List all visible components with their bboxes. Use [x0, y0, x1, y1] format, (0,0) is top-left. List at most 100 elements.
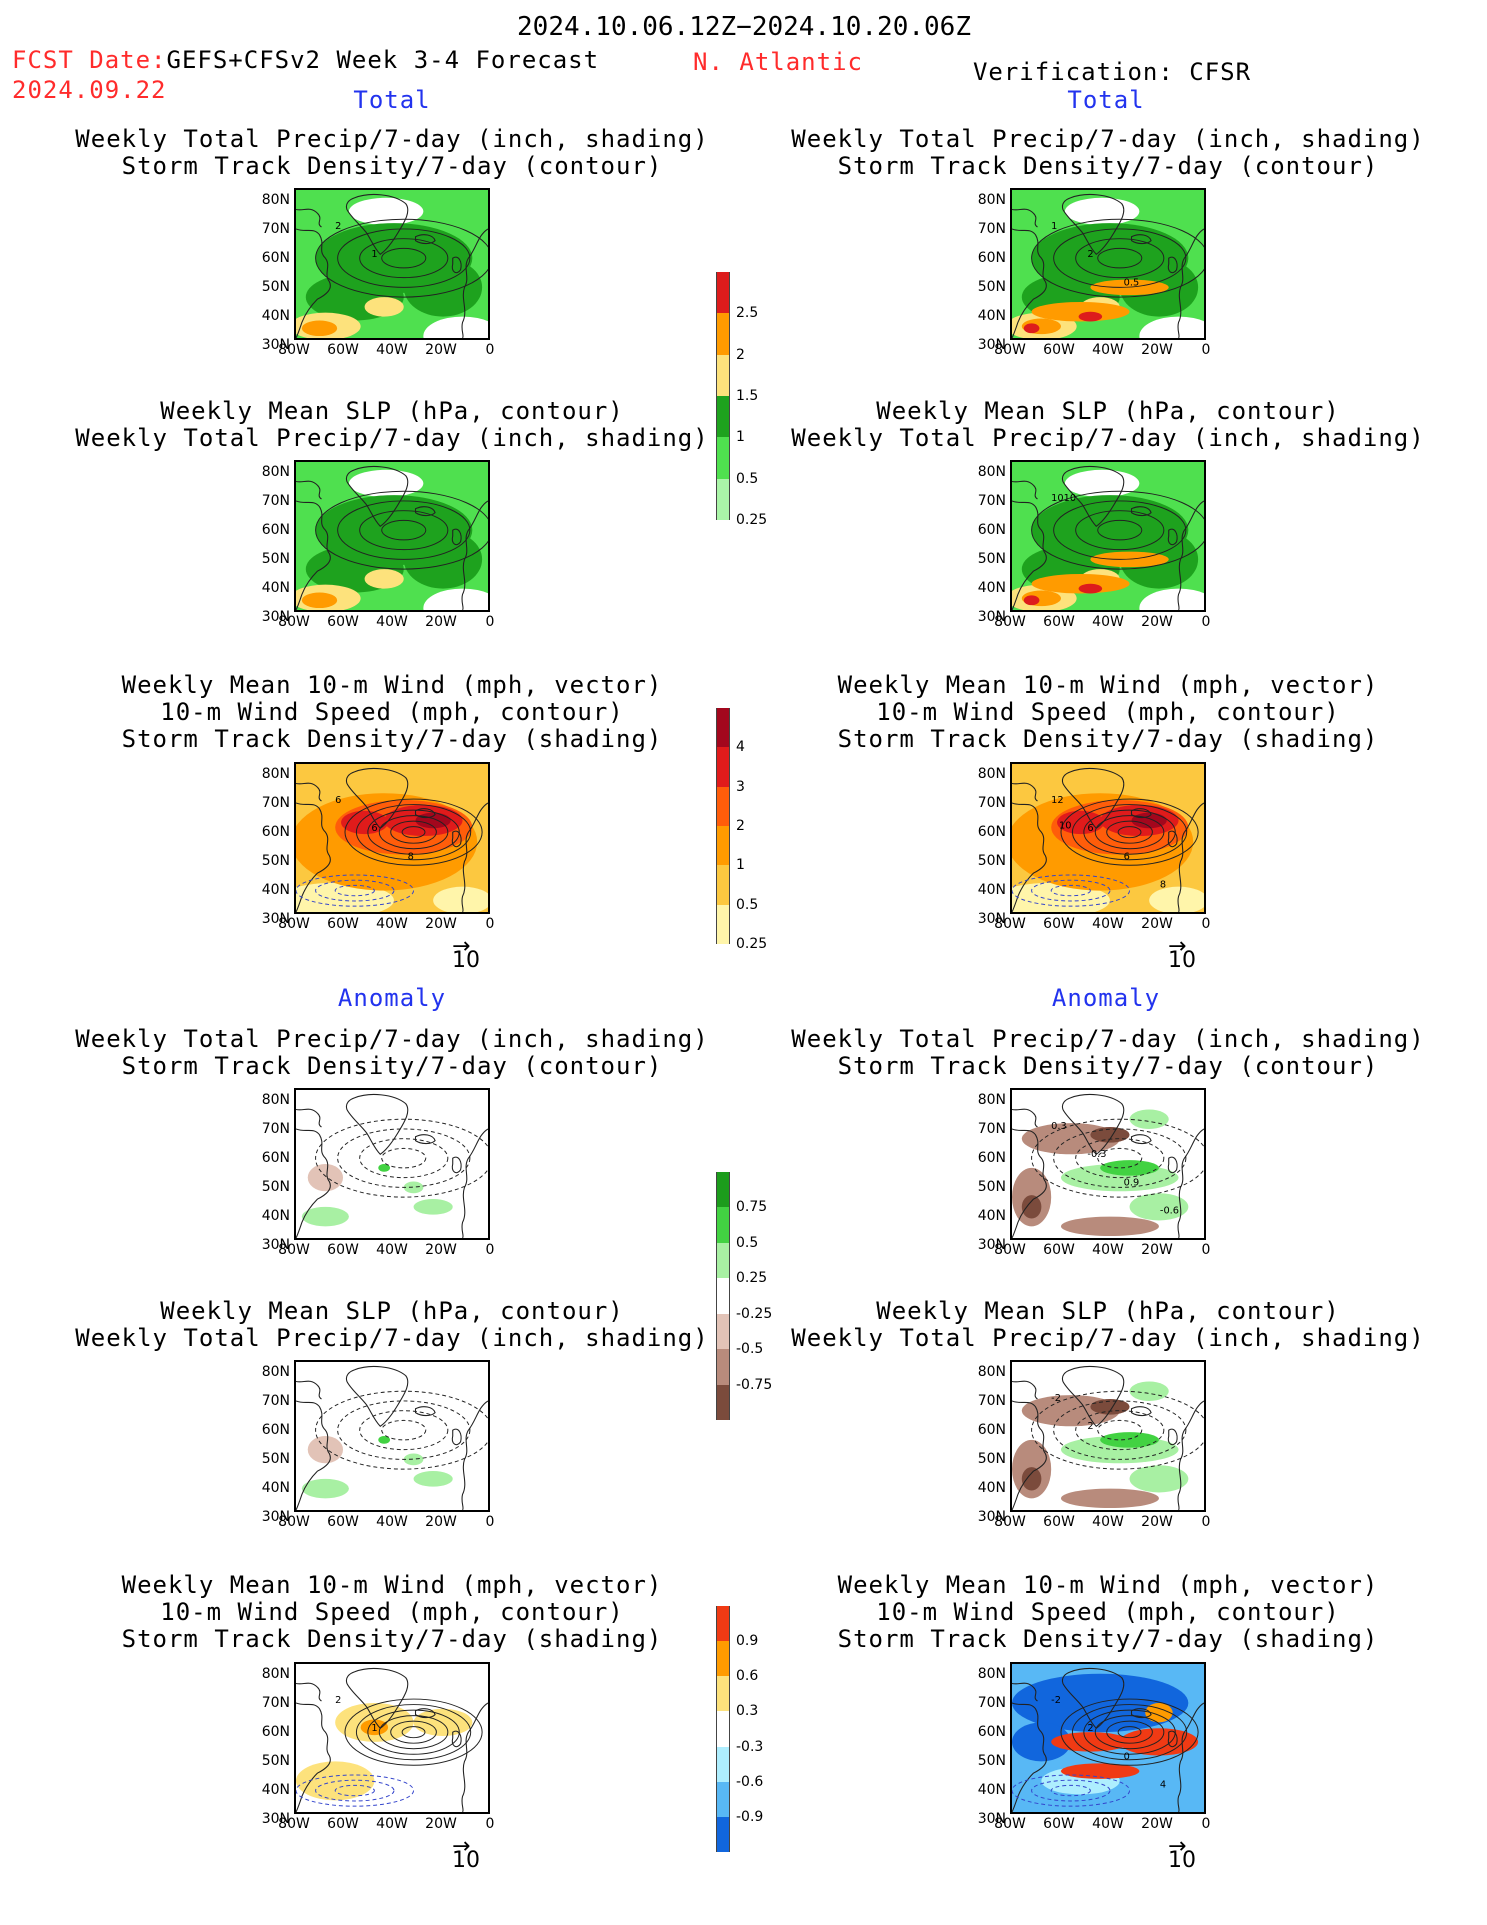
colorbar-label: 2 — [736, 346, 745, 363]
panel-title-line: Weekly Total Precip/7-day (inch, shading… — [75, 1324, 709, 1352]
vector-ref-label: 10 — [452, 948, 480, 973]
lon-tick-label: 60W — [327, 1514, 359, 1530]
contour-label: 8 — [408, 851, 414, 862]
contour-label: 1 — [371, 1723, 377, 1734]
lat-tick-label: 60N — [977, 1422, 1006, 1438]
lon-tick-label: 20W — [1141, 614, 1173, 630]
colorbar-segment — [716, 1384, 730, 1420]
panel-title-line: Weekly Total Precip/7-day (inch, shading… — [75, 1025, 709, 1053]
panel-title: Weekly Total Precip/7-day (inch, shading… — [791, 126, 1424, 180]
panel-title-line: Weekly Total Precip/7-day (inch, shading… — [75, 424, 709, 452]
lon-tick-label: 0 — [1201, 342, 1211, 358]
lat-tick-label: 40N — [261, 580, 290, 596]
lon-tick-label: 20W — [425, 1242, 457, 1258]
panel-title-line: Storm Track Density/7-day (contour) — [837, 152, 1379, 180]
panel-title-line: 10-m Wind Speed (mph, contour) — [876, 698, 1340, 726]
lat-tick-label: 60N — [977, 522, 1006, 538]
colorbar-label: 0.6 — [736, 1668, 759, 1685]
map-plot: 12 6 6 8 10 — [1012, 764, 1204, 912]
section-total-left: Total — [353, 86, 431, 114]
panel-title: Weekly Total Precip/7-day (inch, shading… — [75, 126, 708, 180]
contour-label: 0.9 — [1124, 1177, 1140, 1188]
map-plot: -2 2 — [1012, 1362, 1204, 1510]
lat-tick-label: 80N — [977, 1092, 1006, 1108]
colorbar-label: 0.25 — [736, 936, 768, 952]
panel-title-line: Weekly Total Precip/7-day (inch, shading… — [75, 125, 709, 153]
lat-tick-label: 30N — [977, 337, 1006, 353]
lon-tick-label: 0 — [485, 342, 495, 358]
panel-title: Weekly Mean 10-m Wind (mph, vector) 10-m … — [122, 1572, 663, 1653]
contour-label: -0.6 — [1160, 1206, 1179, 1217]
lon-tick-label: 20W — [425, 614, 457, 630]
lat-tick-label: 50N — [261, 1451, 290, 1467]
contour-label: 10 — [1059, 820, 1071, 831]
panel-title: Weekly Mean 10-m Wind (mph, vector) 10-m … — [122, 672, 663, 753]
lon-tick-label: 0 — [485, 1514, 495, 1530]
lat-tick-label: 40N — [977, 1782, 1006, 1798]
colorbar-label: 0.5 — [736, 470, 759, 487]
contour-label: 2 — [335, 221, 341, 232]
map-plot — [296, 462, 488, 610]
colorbar-segment — [716, 1313, 730, 1350]
lon-tick-label: 80W — [278, 1514, 310, 1530]
panel-title-line: Weekly Total Precip/7-day (inch, shading… — [791, 125, 1425, 153]
lat-tick-label: 70N — [977, 1121, 1006, 1137]
lat-tick-label: 40N — [977, 882, 1006, 898]
lat-tick-label: 50N — [977, 853, 1006, 869]
colorbar-label: -0.6 — [736, 1773, 764, 1790]
panel-title: Weekly Mean SLP (hPa, contour) Weekly Tot… — [791, 1298, 1424, 1352]
lat-tick-label: 50N — [261, 853, 290, 869]
lon-tick-label: 60W — [1043, 1816, 1075, 1832]
lon-tick-label: 40W — [1092, 614, 1124, 630]
lon-tick-label: 0 — [485, 1816, 495, 1832]
verification-label: Verification: CFSR — [972, 58, 1252, 86]
contour-label: 6 — [371, 823, 377, 834]
contour-label: -2 — [1051, 1695, 1061, 1706]
lat-tick-label: 50N — [261, 551, 290, 567]
lon-tick-label: 80W — [994, 916, 1026, 932]
lon-tick-label: 40W — [1092, 1816, 1124, 1832]
panel-title-line: Weekly Mean 10-m Wind (mph, vector) — [121, 671, 663, 699]
colorbar-label: -0.5 — [736, 1341, 764, 1358]
lon-tick-label: 20W — [425, 916, 457, 932]
lat-tick-label: 70N — [261, 1121, 290, 1137]
lon-tick-label: 60W — [327, 342, 359, 358]
panel-title-line: Weekly Total Precip/7-day (inch, shading… — [791, 1324, 1425, 1352]
lat-tick-label: 70N — [977, 493, 1006, 509]
panel-title-line: Storm Track Density/7-day (shading) — [837, 725, 1379, 753]
colorbar-segment — [716, 1641, 730, 1677]
vector-ref-arrow: → — [1168, 934, 1187, 959]
contour-label: 12 — [1051, 795, 1063, 806]
lat-tick-label: 60N — [261, 1724, 290, 1740]
lon-tick-label: 40W — [1092, 916, 1124, 932]
fcst-date: 2024.09.22 — [12, 76, 167, 104]
colorbar-segment — [716, 865, 730, 905]
panel-title-line: Weekly Mean SLP (hPa, contour) — [876, 397, 1340, 425]
contour-label: 0 — [1124, 1751, 1130, 1762]
map-panel: 1 2 0.5 — [1010, 188, 1206, 340]
lon-tick-label: 60W — [1043, 916, 1075, 932]
lat-tick-label: 80N — [261, 464, 290, 480]
colorbar-segment — [716, 1172, 730, 1208]
panel-title-line: Storm Track Density/7-day (shading) — [837, 1625, 1379, 1653]
lat-tick-label: 30N — [977, 609, 1006, 625]
lat-tick-label: 80N — [261, 1092, 290, 1108]
vector-ref-arrow: → — [452, 934, 471, 959]
colorbar-segment — [716, 1207, 730, 1243]
lon-tick-label: 0 — [1201, 1242, 1211, 1258]
lat-tick-label: 70N — [977, 221, 1006, 237]
date-range-title: 2024.10.06.12Z−2024.10.20.06Z — [517, 12, 971, 42]
colorbar-label: 0.9 — [736, 1633, 759, 1650]
lat-tick-label: 80N — [261, 1666, 290, 1682]
vector-ref-label: 10 — [1168, 1848, 1196, 1873]
contour-label: 2 — [1087, 249, 1093, 260]
panel-title: Weekly Mean SLP (hPa, contour) Weekly Tot… — [791, 398, 1424, 452]
lon-tick-label: 60W — [327, 916, 359, 932]
lon-tick-label: 0 — [1201, 916, 1211, 932]
lat-tick-label: 80N — [261, 1364, 290, 1380]
lon-tick-label: 40W — [376, 1816, 408, 1832]
map-plot — [296, 1362, 488, 1510]
contour-label: 2 — [1087, 1723, 1093, 1734]
lon-tick-label: 40W — [376, 1514, 408, 1530]
